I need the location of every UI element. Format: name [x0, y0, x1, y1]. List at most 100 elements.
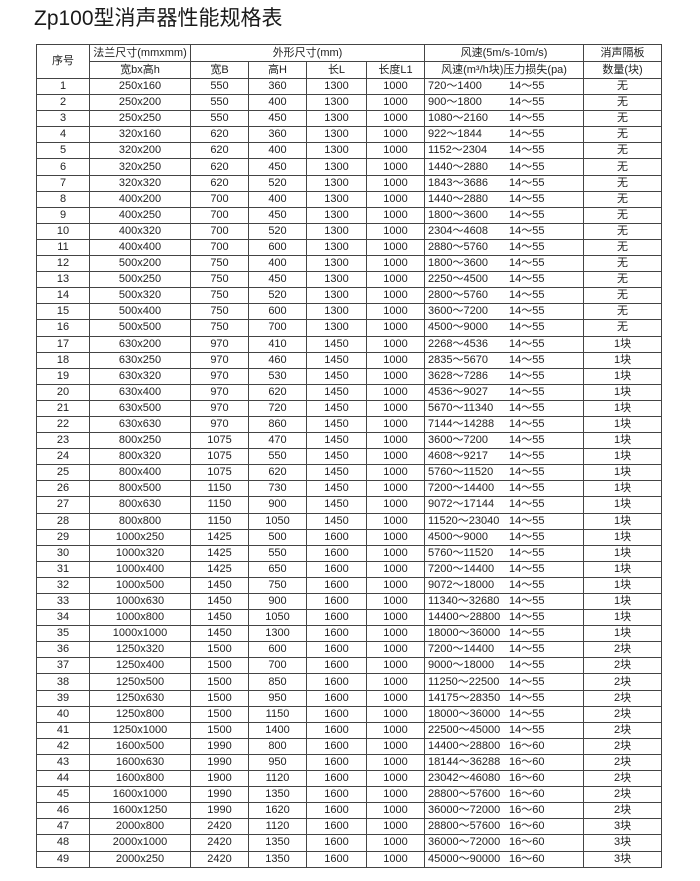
table-row: 46 1600x1250 1990 1620 1600 1000 36000～72000 16… [36, 802, 663, 820]
cell-length-l: 1450 [306, 512, 367, 530]
cell-height-h: 900 [248, 496, 307, 514]
cell-baffle-count: 2块 [583, 657, 663, 675]
cell-airflow: 36000～72000 [428, 804, 501, 817]
cell-airspeed-pressure: 2268～4536 14～55 [424, 335, 585, 353]
cell-pressure-loss: 14～55 [509, 160, 545, 173]
cell-height-h: 800 [248, 737, 307, 755]
cell-height-h: 1120 [248, 770, 307, 788]
cell-pressure-loss: 14～55 [509, 578, 545, 591]
cell-length-l: 1300 [306, 287, 367, 305]
cell-height-h: 600 [248, 303, 307, 321]
cell-seq: 31 [36, 560, 90, 578]
cell-seq: 6 [36, 158, 90, 176]
cell-baffle-count: 1块 [583, 351, 663, 369]
cell-height-h: 1050 [248, 512, 307, 530]
cell-airflow: 922～1844 [428, 128, 482, 141]
cell-length-l1: 1000 [365, 367, 426, 385]
cell-height-h: 650 [248, 560, 307, 578]
cell-length-l: 1300 [306, 255, 367, 273]
cell-pressure-loss: 14～55 [509, 176, 545, 189]
cell-airspeed-pressure: 720～1400 14～55 [424, 77, 585, 96]
cell-length-l1: 1000 [365, 544, 426, 562]
header-row-2: 宽bx高h 宽B 高H 长L 长度L1 风速(m³/h块)压力损失(pa) 数量… [37, 61, 663, 79]
cell-length-l1: 1000 [365, 528, 426, 546]
cell-length-l: 1600 [306, 834, 367, 852]
table-row: 28 800x800 1150 1050 1450 1000 11520～23040 14～5… [36, 512, 663, 530]
cell-flange-size: 2000x1000 [89, 834, 191, 852]
cell-baffle-count: 无 [583, 303, 663, 321]
cell-length-l: 1450 [306, 448, 367, 466]
cell-seq: 19 [36, 367, 90, 385]
cell-height-h: 450 [248, 271, 307, 289]
cell-airspeed-pressure: 1440～2880 14～55 [424, 158, 585, 176]
table-row: 31 1000x400 1425 650 1600 1000 7200～14400 14～55… [36, 560, 663, 578]
cell-pressure-loss: 14～55 [509, 321, 545, 334]
cell-height-h: 470 [248, 432, 307, 450]
spec-table: 序号 法兰尺寸(mmxmm) 外形尺寸(mm) 风速(5m/s-10m/s) 消… [36, 44, 663, 868]
cell-airflow: 2304～4608 [428, 224, 488, 237]
cell-pressure-loss: 14～55 [509, 369, 545, 382]
cell-pressure-loss: 14～55 [509, 418, 545, 431]
cell-pressure-loss: 14～55 [509, 96, 545, 109]
cell-flange-size: 800x400 [89, 464, 191, 482]
cell-height-h: 550 [248, 544, 307, 562]
cell-airflow: 9072～18000 [428, 578, 495, 591]
cell-flange-size: 400x400 [89, 238, 191, 257]
cell-width-b: 1450 [190, 609, 249, 627]
cell-airflow: 4608～9217 [428, 450, 488, 463]
cell-width-b: 970 [190, 351, 249, 369]
cell-height-h: 600 [248, 238, 307, 257]
cell-airspeed-pressure: 4500～9000 14～55 [424, 319, 585, 337]
cell-flange-size: 400x250 [89, 206, 191, 224]
cell-airflow: 9000～18000 [428, 659, 495, 672]
cell-length-l1: 1000 [365, 238, 426, 257]
cell-airflow: 28800～57600 [428, 820, 501, 833]
cell-airspeed-pressure: 1800～3600 14～55 [424, 255, 585, 273]
cell-flange-size: 1250x400 [89, 657, 191, 675]
cell-width-b: 2420 [190, 834, 249, 852]
cell-baffle-count: 1块 [583, 512, 663, 530]
cell-length-l1: 1000 [365, 753, 426, 772]
cell-seq: 25 [36, 464, 90, 482]
table-row: 13 500x250 750 450 1300 1000 2250～4500 14～55 无 [36, 271, 663, 289]
cell-flange-size: 1600x1250 [89, 802, 191, 820]
cell-pressure-loss: 14～55 [509, 723, 545, 736]
cell-airflow: 1440～2880 [428, 160, 488, 173]
cell-height-h: 520 [248, 222, 307, 240]
cell-airflow: 45000～90000 [428, 852, 501, 865]
cell-height-h: 620 [248, 464, 307, 482]
cell-flange-size: 500x320 [89, 287, 191, 305]
cell-pressure-loss: 16～60 [509, 804, 545, 817]
cell-airflow: 4536～9027 [428, 385, 488, 398]
cell-width-b: 1500 [190, 689, 249, 707]
cell-baffle-count: 无 [583, 158, 663, 176]
cell-flange-size: 630x250 [89, 351, 191, 369]
cell-length-l: 1300 [306, 126, 367, 144]
table-row: 49 2000x250 2420 1350 1600 1000 45000～90000 16～… [36, 850, 663, 868]
cell-length-l: 1450 [306, 351, 367, 369]
cell-width-b: 1500 [190, 673, 249, 691]
cell-seq: 5 [36, 142, 90, 160]
cell-length-l1: 1000 [365, 415, 426, 434]
cell-pressure-loss: 14～55 [509, 112, 545, 125]
cell-length-l1: 1000 [365, 383, 426, 401]
cell-airflow: 2880～5760 [428, 240, 488, 253]
cell-flange-size: 1000x500 [89, 576, 191, 595]
cell-seq: 21 [36, 399, 90, 417]
cell-airspeed-pressure: 7144～14288 14～55 [424, 415, 585, 434]
cell-baffle-count: 1块 [583, 528, 663, 546]
table-row: 44 1600x800 1900 1120 1600 1000 23042～46080 16～… [36, 770, 663, 788]
cell-height-h: 950 [248, 753, 307, 772]
cell-width-b: 1990 [190, 786, 249, 804]
cell-height-h: 530 [248, 367, 307, 385]
cell-height-h: 450 [248, 110, 307, 128]
table-row: 22 630x630 970 860 1450 1000 7144～14288 14～55 1块 [36, 415, 663, 434]
cell-flange-size: 1000x250 [89, 528, 191, 546]
cell-airspeed-pressure: 900～1800 14～55 [424, 94, 585, 112]
cell-height-h: 900 [248, 592, 307, 611]
cell-pressure-loss: 14～55 [509, 401, 545, 414]
cell-length-l1: 1000 [365, 222, 426, 240]
cell-baffle-count: 2块 [583, 705, 663, 723]
cell-seq: 10 [36, 222, 90, 240]
cell-width-b: 700 [190, 190, 249, 208]
